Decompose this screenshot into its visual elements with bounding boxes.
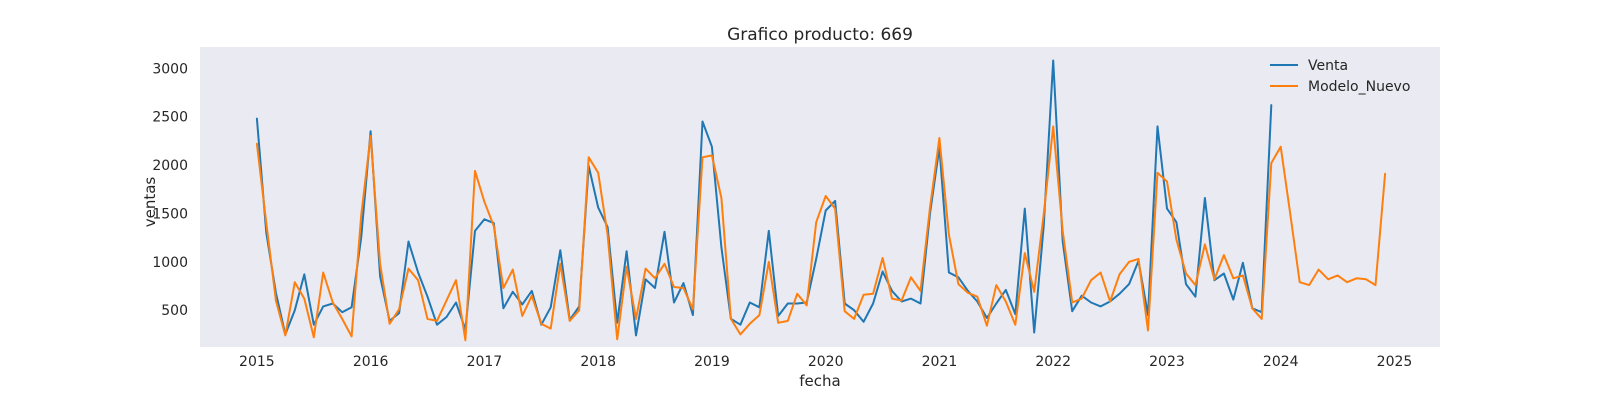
y-tick-label: 1500 (152, 206, 188, 222)
series-line-modelo-nuevo (255, 125, 1387, 342)
x-tick-label: 2017 (467, 354, 503, 370)
y-axis-label: ventas (141, 177, 159, 228)
y-axis-ticks: 500 1000 1500 2000 2500 3000 (152, 61, 188, 319)
y-tick-label: 2000 (152, 158, 188, 174)
legend: Venta Modelo_Nuevo (1270, 58, 1410, 95)
x-tick-label: 2020 (808, 354, 844, 370)
y-tick-label: 2500 (152, 110, 188, 126)
x-axis-label: fecha (799, 372, 840, 390)
x-tick-label: 2016 (353, 354, 389, 370)
y-tick-label: 1000 (152, 255, 188, 271)
x-tick-label: 2021 (922, 354, 958, 370)
series-lines (255, 59, 1387, 342)
x-tick-label: 2018 (580, 354, 616, 370)
y-tick-label: 3000 (152, 61, 188, 77)
x-tick-label: 2023 (1149, 354, 1185, 370)
x-tick-label: 2015 (239, 354, 275, 370)
x-tick-label: 2024 (1263, 354, 1299, 370)
x-tick-label: 2019 (694, 354, 730, 370)
x-axis-ticks: 2015 2016 2017 2018 2019 2020 2021 2022 2023 2024… (239, 354, 1412, 370)
legend-label: Modelo_Nuevo (1308, 79, 1410, 95)
x-tick-label: 2022 (1035, 354, 1071, 370)
legend-label: Venta (1308, 58, 1348, 74)
y-tick-label: 500 (161, 303, 188, 319)
series-line-venta (255, 59, 1273, 337)
x-tick-label: 2025 (1377, 354, 1413, 370)
chart-title: Grafico producto: 669 (727, 25, 913, 45)
